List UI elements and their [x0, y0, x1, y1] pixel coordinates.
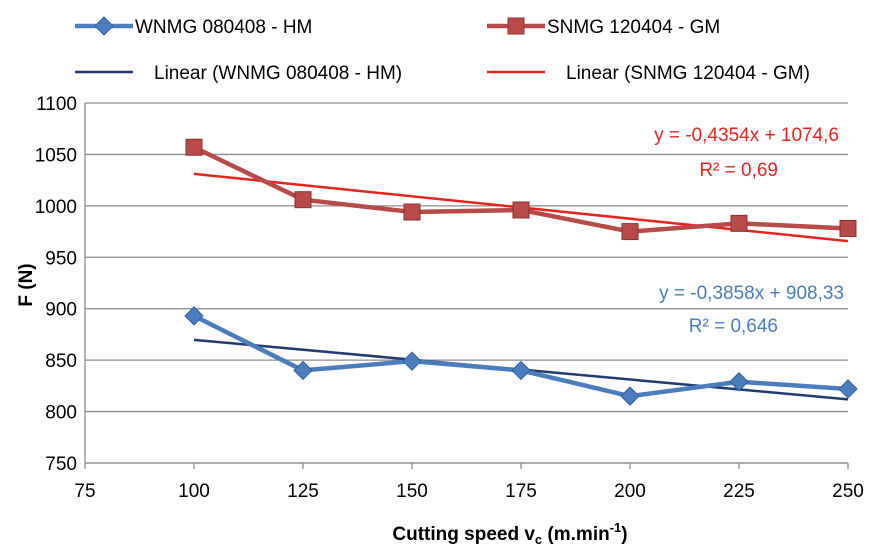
- legend-label-0: WNMG 080408 - HM: [135, 17, 312, 38]
- legend-label-1: SNMG 120404 - GM: [547, 17, 720, 38]
- point-0-2: [402, 351, 422, 371]
- y-tick-1050: 1050: [35, 145, 77, 166]
- legend-label-2: Linear (WNMG 080408 - HM): [154, 63, 402, 84]
- y-tick-labels: 750 800 850 900 950 1000 1050 1100: [35, 94, 77, 475]
- x-tick-100: 100: [178, 481, 210, 502]
- y-tick-800: 800: [45, 403, 77, 424]
- point-0-1: [293, 360, 313, 381]
- x-tick-labels: 75 100 125 150 175 200 225 250: [74, 481, 863, 502]
- point-1-5: [730, 214, 748, 232]
- point-0-3: [511, 360, 531, 381]
- point-1-6: [839, 219, 857, 237]
- point-1-4: [621, 223, 639, 241]
- x-tick-125: 125: [287, 481, 319, 502]
- legend-marker-0: [94, 16, 114, 36]
- y-tick-1100: 1100: [36, 94, 77, 115]
- legend-label-3: Linear (SNMG 120404 - GM): [566, 63, 810, 84]
- x-tick-200: 200: [614, 481, 646, 502]
- legend-item-0: WNMG 080408 - HM: [75, 16, 312, 38]
- point-0-6: [838, 379, 858, 399]
- x-tick-175: 175: [505, 481, 537, 502]
- x-tick-250: 250: [832, 481, 864, 502]
- r2-snmg: R² = 0,69: [699, 160, 778, 181]
- point-0-5: [729, 372, 749, 392]
- point-1-0: [185, 138, 203, 156]
- legend: WNMG 080408 - HM SNMG 120404 - GM Linear (…: [75, 16, 810, 84]
- equation-snmg: y = -0,4354x + 1074,6: [654, 125, 839, 146]
- legend-item-3: Linear (SNMG 120404 - GM): [487, 63, 810, 84]
- x-tick-150: 150: [396, 481, 428, 502]
- legend-item-2: Linear (WNMG 080408 - HM): [75, 63, 402, 84]
- axes: [84, 103, 849, 469]
- x-axis-title: Cutting speed vc (m.min-1): [392, 520, 627, 547]
- y-tick-850: 850: [45, 351, 77, 372]
- y-tick-1000: 1000: [35, 197, 77, 218]
- point-1-2: [403, 203, 421, 221]
- point-1-1: [294, 191, 312, 209]
- equation-wnmg: y = -0,3858x + 908,33: [659, 283, 844, 304]
- y-tick-750: 750: [45, 454, 77, 475]
- point-1-3: [512, 201, 530, 219]
- data-series: [184, 138, 858, 406]
- legend-item-1: SNMG 120404 - GM: [487, 17, 720, 38]
- y-axis-title: F (N): [16, 263, 37, 306]
- point-0-0: [184, 306, 204, 326]
- y-tick-900: 900: [45, 300, 77, 321]
- r2-wnmg: R² = 0,646: [689, 316, 778, 337]
- x-tick-225: 225: [723, 481, 755, 502]
- point-0-4: [620, 386, 640, 406]
- y-tick-950: 950: [45, 248, 77, 269]
- legend-marker-1: [507, 17, 525, 35]
- x-tick-75: 75: [74, 481, 95, 502]
